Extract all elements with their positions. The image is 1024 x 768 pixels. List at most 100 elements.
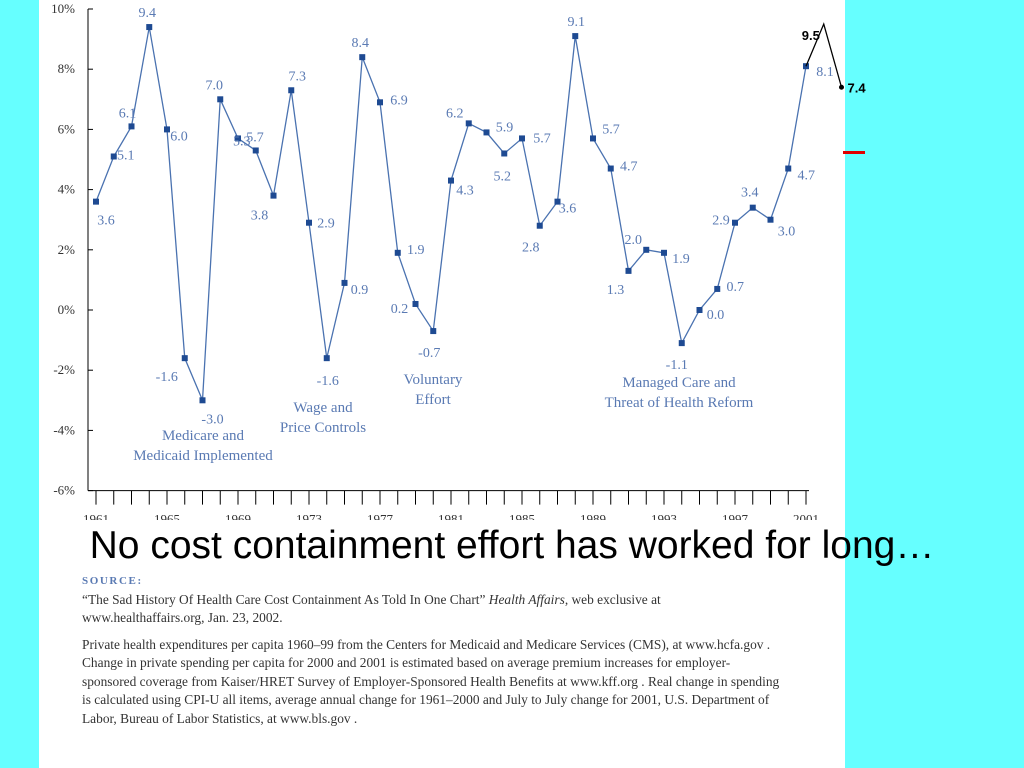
data-label: 3.6 [97, 214, 115, 229]
data-label: 5.2 [494, 169, 512, 184]
data-point [217, 96, 224, 103]
data-point [554, 198, 561, 205]
data-point [767, 216, 774, 223]
data-point [536, 222, 543, 229]
x-tick-label: 1961 [83, 512, 109, 520]
y-tick-label: -2% [53, 362, 75, 377]
line-chart: -6% -4% -2% 0% 2% 4% 6% 8% 10% 1961 1965 1969 1973 19… [51, 1, 867, 520]
data-point [501, 150, 508, 157]
chart-panel [39, 0, 845, 768]
data-point [732, 219, 738, 226]
data-point [749, 204, 756, 211]
x-tick-label: 1997 [722, 512, 749, 520]
data-point [678, 340, 685, 347]
data-point [572, 33, 579, 40]
overlay-line [805, 22, 843, 88]
data-point [465, 120, 472, 127]
data-label: 9.1 [568, 15, 586, 30]
source-citation: “The Sad History Of Health Care Cost Con… [82, 591, 782, 628]
data-label: 5.7 [246, 130, 264, 145]
data-label: 4.7 [798, 169, 816, 184]
x-tick-label: 1977 [367, 512, 394, 520]
citation-title: “The Sad History Of Health Care Cost Con… [82, 591, 489, 607]
data-point [607, 165, 614, 172]
y-tick-label: 6% [58, 121, 76, 136]
data-label: 2.8 [522, 241, 540, 256]
data-point [146, 24, 153, 31]
data-label: 1.9 [672, 252, 690, 267]
x-tick-label: 1965 [154, 512, 180, 520]
data-label: 8.4 [352, 36, 370, 51]
x-tick-label: 1989 [580, 512, 606, 520]
data-label: 0.2 [391, 302, 409, 317]
annotation-voluntary: Effort [415, 392, 451, 408]
data-label: 1.9 [407, 243, 425, 258]
data-point [306, 219, 312, 226]
data-point [199, 397, 206, 404]
data-point [288, 87, 295, 94]
data-label: 5.7 [602, 122, 620, 137]
data-label: 9.4 [139, 6, 157, 21]
y-tick-label: -4% [53, 422, 75, 437]
data-label: 1.3 [607, 283, 625, 298]
data-label: 5.7 [533, 131, 551, 146]
data-point [519, 135, 525, 142]
data-label: 7.3 [289, 69, 307, 84]
data-label: 8.1 [816, 65, 834, 80]
data-label: -1.1 [666, 358, 688, 373]
data-point [359, 54, 366, 61]
data-label: -1.6 [317, 374, 339, 389]
y-tick-label: 0% [58, 302, 76, 317]
x-tick-label: 2001 [793, 512, 819, 520]
x-tick-label: 1973 [296, 512, 322, 520]
data-point [181, 355, 188, 362]
data-label: 0.9 [351, 283, 369, 298]
data-label: -1.6 [156, 370, 178, 385]
red-mark [843, 151, 865, 154]
x-tick-label: 1985 [509, 512, 535, 520]
series-line [95, 26, 807, 401]
data-point [661, 249, 667, 256]
data-point [252, 147, 259, 154]
citation-rest: , web exclusive at www.healthaffairs.org… [82, 591, 661, 626]
overlay-label: 7.4 [848, 80, 867, 95]
annotation-medicare: Medicaid Implemented [133, 448, 273, 464]
data-label: -3.0 [201, 412, 223, 427]
data-label: 0.0 [707, 308, 725, 323]
annotation-wage: Wage and [293, 400, 353, 416]
data-point [93, 198, 99, 205]
data-label: 2.0 [625, 233, 643, 248]
data-label: 6.9 [390, 93, 408, 108]
data-point [643, 246, 650, 253]
data-label: 3.4 [741, 186, 759, 201]
y-tick-label: 8% [58, 61, 76, 76]
citation-journal: Health Affairs [488, 591, 565, 607]
overlay-label: 9.5 [802, 28, 820, 43]
slide-headline: No cost containment effort has worked fo… [89, 524, 935, 567]
data-point [590, 135, 596, 142]
data-label: 7.0 [206, 78, 224, 93]
data-point [164, 126, 170, 133]
data-point [341, 279, 348, 286]
data-label: 5.1 [117, 148, 135, 163]
data-point [785, 165, 792, 172]
data-point [377, 99, 383, 106]
data-label: 2.9 [712, 214, 730, 229]
data-point [448, 177, 454, 184]
annotation-voluntary: Voluntary [404, 372, 463, 388]
y-tick-label: 10% [51, 1, 75, 16]
annotation-wage: Price Controls [280, 420, 366, 436]
data-point [714, 285, 721, 292]
data-point [235, 135, 241, 142]
data-point [696, 307, 703, 313]
data-label: 6.2 [446, 106, 464, 121]
data-point [394, 249, 401, 256]
annotation-managed: Managed Care and [622, 375, 736, 391]
data-point [430, 328, 437, 335]
y-tick-label: 2% [58, 242, 76, 257]
data-label: 3.6 [559, 202, 577, 217]
annotation-managed: Threat of Health Reform [605, 395, 754, 411]
data-label: 0.7 [727, 280, 745, 295]
data-label: 6.0 [170, 129, 188, 144]
y-tick-label: 4% [58, 182, 76, 197]
